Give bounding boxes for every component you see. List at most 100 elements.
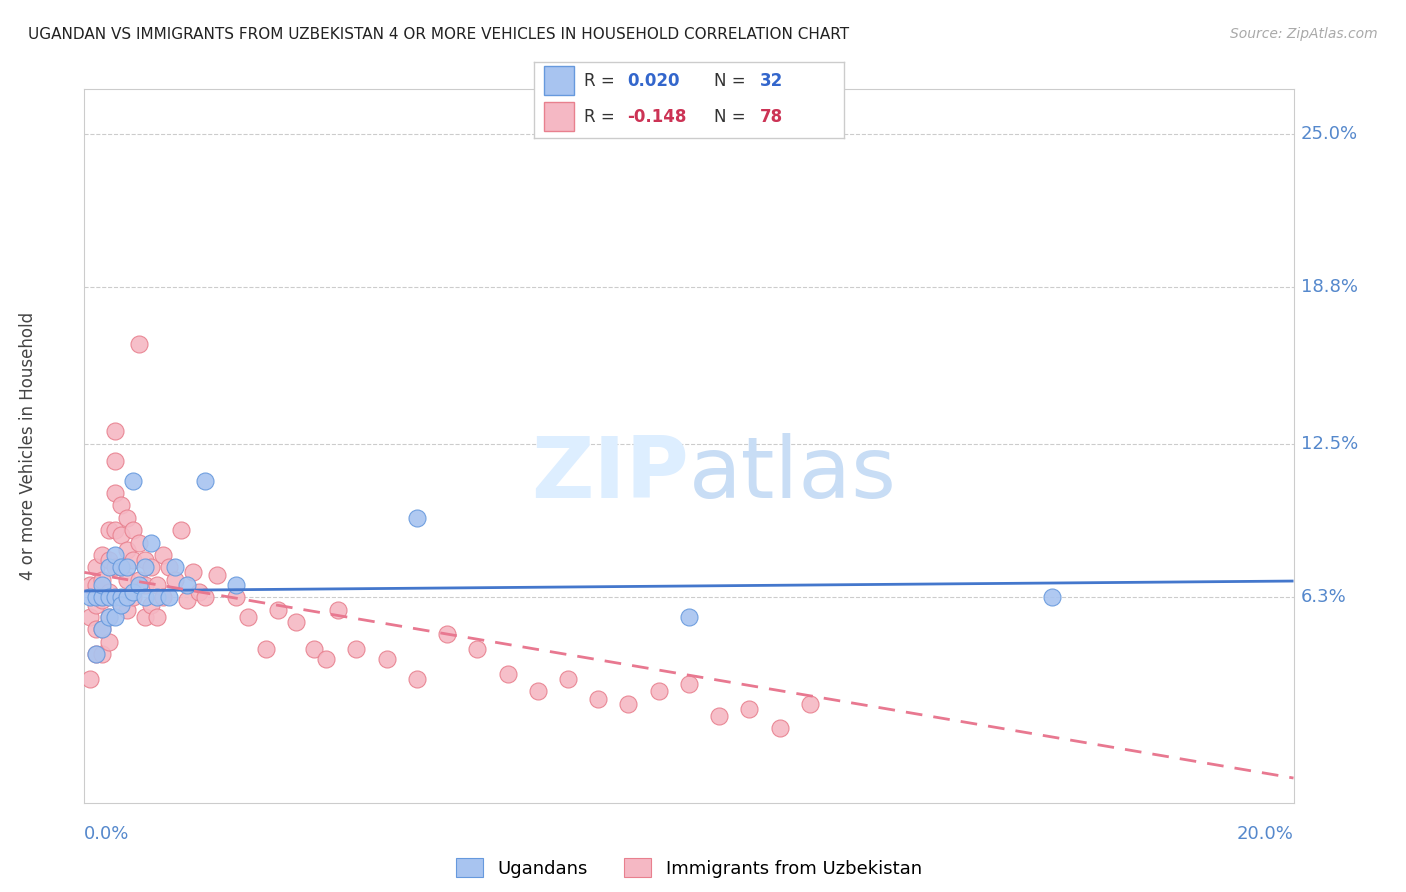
Point bbox=[709, 709, 731, 723]
Point bbox=[163, 560, 186, 574]
Text: 6.3%: 6.3% bbox=[1301, 588, 1347, 607]
Point bbox=[181, 566, 204, 580]
Point bbox=[769, 722, 792, 736]
Point bbox=[496, 667, 519, 681]
Point bbox=[86, 647, 108, 661]
Point bbox=[236, 610, 259, 624]
Point bbox=[302, 642, 325, 657]
Text: 4 or more Vehicles in Household: 4 or more Vehicles in Household bbox=[20, 312, 37, 580]
Text: 0.0%: 0.0% bbox=[84, 825, 129, 843]
Point bbox=[134, 590, 156, 604]
Point bbox=[110, 598, 132, 612]
Point bbox=[86, 560, 108, 574]
Point bbox=[91, 623, 114, 637]
Point bbox=[617, 697, 640, 711]
Point bbox=[115, 573, 138, 587]
Text: 20.0%: 20.0% bbox=[1237, 825, 1294, 843]
Point bbox=[207, 567, 229, 582]
Point bbox=[97, 610, 120, 624]
Point bbox=[91, 578, 114, 592]
FancyBboxPatch shape bbox=[544, 66, 575, 95]
Text: UGANDAN VS IMMIGRANTS FROM UZBEKISTAN 4 OR MORE VEHICLES IN HOUSEHOLD CORRELATIO: UGANDAN VS IMMIGRANTS FROM UZBEKISTAN 4 … bbox=[28, 27, 849, 42]
Point bbox=[121, 553, 143, 567]
Point bbox=[315, 652, 337, 666]
Point bbox=[110, 560, 132, 574]
Point bbox=[146, 578, 169, 592]
Text: 12.5%: 12.5% bbox=[1301, 434, 1358, 452]
Point bbox=[97, 585, 120, 599]
Point bbox=[104, 560, 127, 574]
Point bbox=[188, 585, 211, 599]
Point bbox=[97, 553, 120, 567]
Point bbox=[128, 337, 150, 351]
Point bbox=[115, 511, 138, 525]
Point bbox=[146, 610, 169, 624]
Point bbox=[254, 642, 277, 657]
Point bbox=[91, 647, 114, 661]
Point bbox=[97, 634, 120, 648]
Text: 25.0%: 25.0% bbox=[1301, 125, 1358, 143]
Point bbox=[738, 701, 761, 715]
Point bbox=[152, 548, 174, 562]
Point bbox=[79, 590, 101, 604]
Point bbox=[284, 615, 308, 629]
Point bbox=[157, 590, 180, 604]
Point bbox=[139, 560, 162, 574]
Point bbox=[104, 610, 127, 624]
Point bbox=[79, 672, 101, 686]
Text: 18.8%: 18.8% bbox=[1301, 278, 1358, 296]
FancyBboxPatch shape bbox=[544, 102, 575, 130]
Point bbox=[86, 647, 108, 661]
Point bbox=[225, 590, 247, 604]
Point bbox=[79, 578, 101, 592]
Point bbox=[163, 573, 186, 587]
Point bbox=[436, 627, 458, 641]
Point bbox=[86, 578, 108, 592]
Point bbox=[526, 684, 548, 698]
Point bbox=[110, 598, 132, 612]
Point bbox=[97, 590, 120, 604]
Text: R =: R = bbox=[583, 108, 620, 126]
Point bbox=[91, 590, 114, 604]
Point bbox=[557, 672, 579, 686]
Point bbox=[97, 610, 120, 624]
Point bbox=[176, 592, 198, 607]
Point bbox=[128, 535, 150, 549]
Point bbox=[110, 590, 132, 604]
Point bbox=[110, 528, 132, 542]
Point bbox=[1040, 590, 1063, 604]
Point bbox=[328, 602, 350, 616]
Point bbox=[110, 499, 132, 513]
Point bbox=[799, 697, 821, 711]
Point bbox=[91, 623, 114, 637]
Point bbox=[91, 573, 114, 587]
Point bbox=[375, 652, 398, 666]
Point bbox=[134, 578, 156, 592]
Point bbox=[104, 454, 127, 468]
Point bbox=[91, 548, 114, 562]
Point bbox=[121, 474, 143, 488]
Text: ZIP: ZIP bbox=[531, 433, 689, 516]
Point bbox=[647, 684, 671, 698]
Point bbox=[194, 590, 217, 604]
Point bbox=[104, 548, 127, 562]
Point bbox=[146, 590, 169, 604]
Point bbox=[134, 610, 156, 624]
Point bbox=[134, 553, 156, 567]
Text: N =: N = bbox=[714, 71, 751, 89]
Point bbox=[115, 543, 138, 558]
Point bbox=[176, 578, 198, 592]
Point bbox=[115, 590, 138, 604]
Point bbox=[86, 590, 108, 604]
Text: -0.148: -0.148 bbox=[627, 108, 686, 126]
Point bbox=[97, 560, 120, 574]
Point bbox=[170, 523, 193, 537]
Point bbox=[406, 511, 429, 525]
Text: 78: 78 bbox=[761, 108, 783, 126]
Point bbox=[121, 585, 143, 599]
Point bbox=[79, 610, 101, 624]
Point bbox=[157, 560, 180, 574]
Text: atlas: atlas bbox=[689, 433, 897, 516]
Point bbox=[104, 523, 127, 537]
Point bbox=[86, 598, 108, 612]
